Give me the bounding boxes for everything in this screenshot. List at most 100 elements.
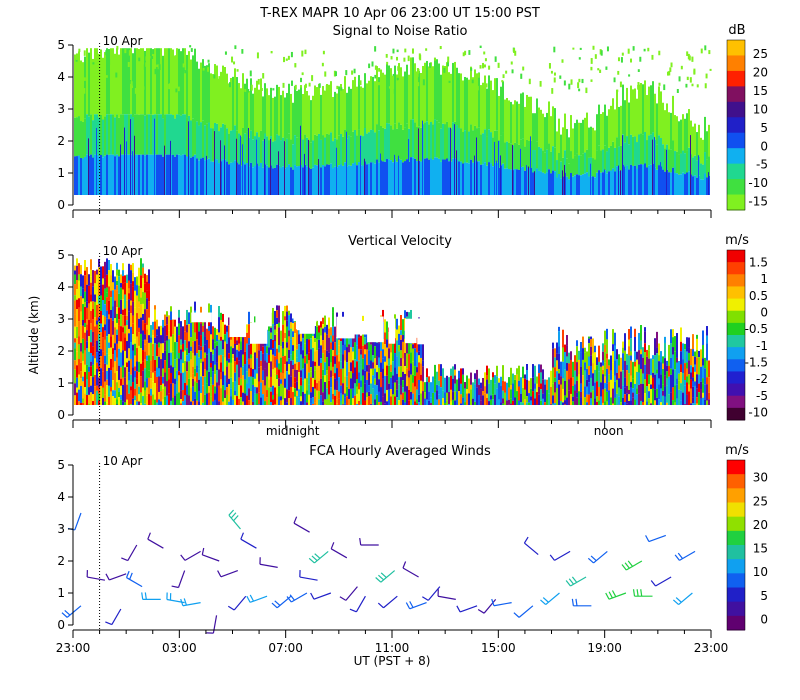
velocity-cell: [376, 356, 378, 366]
snr-cell: [638, 164, 640, 195]
velocity-cell: [318, 339, 320, 349]
velocity-cell: [694, 364, 696, 372]
velocity-cell: [316, 320, 318, 327]
velocity-cell: [158, 368, 160, 377]
velocity-cell: [108, 314, 110, 320]
velocity-cell: [178, 353, 180, 359]
velocity-cell: [284, 305, 286, 317]
velocity-cell: [300, 396, 302, 402]
snr-cell: [98, 156, 100, 195]
velocity-cell: [194, 368, 196, 377]
snr-cell: [596, 114, 598, 151]
velocity-cell: [124, 402, 126, 405]
snr-cell: [340, 164, 342, 195]
velocity-cell: [120, 326, 122, 342]
velocity-cell: [156, 335, 158, 345]
snr-cell: [174, 56, 176, 119]
snr-streak: [654, 137, 655, 195]
snr-speckle: [403, 57, 406, 62]
snr-cell: [212, 128, 214, 162]
velocity-cell: [696, 338, 698, 351]
snr-cell: [254, 165, 256, 195]
snr-cell: [500, 135, 502, 166]
snr-speckle: [620, 57, 623, 63]
snr-speckle: [705, 73, 708, 79]
velocity-cell: [128, 348, 130, 361]
snr-speckle: [411, 48, 414, 54]
velocity-cell: [454, 383, 456, 392]
velocity-cell: [632, 378, 634, 389]
snr-cell: [554, 108, 556, 148]
velocity-cell: [140, 275, 142, 289]
barb-feather: [491, 598, 495, 606]
snr-cell: [376, 66, 378, 125]
velocity-cell: [258, 367, 260, 382]
barb-feather: [549, 554, 555, 561]
velocity-cell: [86, 267, 88, 285]
snr-cell: [278, 86, 280, 136]
velocity-cell: [664, 358, 666, 376]
velocity-cell: [188, 361, 190, 379]
velocity-cell: [152, 321, 154, 330]
snr-cell: [566, 176, 568, 195]
snr-cell: [414, 158, 416, 195]
velocity-cell: [326, 388, 328, 399]
snr-cell: [158, 48, 160, 115]
velocity-cell: [592, 390, 594, 405]
snr-cell: [416, 71, 418, 128]
snr-streak: [304, 153, 305, 195]
snr-cell: [318, 83, 320, 134]
velocity-cell: [452, 378, 454, 392]
velocity-cell: [286, 305, 288, 312]
velocity-cell: [664, 375, 666, 387]
snr-cell: [550, 116, 552, 152]
snr-cell: [200, 62, 202, 123]
velocity-cell: [232, 358, 234, 365]
barb-shaft: [402, 567, 419, 578]
velocity-cell: [640, 354, 642, 369]
velocity-gap: [476, 314, 499, 341]
velocity-cell: [74, 284, 76, 296]
colorbar-label: 10: [753, 565, 768, 579]
velocity-cell: [192, 353, 194, 367]
snr-speckle: [619, 81, 622, 88]
velocity-cell: [630, 375, 632, 383]
velocity-cell: [194, 301, 196, 311]
barb-shaft: [524, 542, 539, 556]
velocity-cell: [206, 383, 208, 394]
snr-cell: [98, 117, 100, 157]
snr-cell: [118, 117, 120, 157]
velocity-cell: [194, 391, 196, 399]
velocity-cell: [158, 326, 160, 343]
velocity-cell: [688, 391, 690, 405]
velocity-cell: [138, 301, 140, 308]
snr-streak: [496, 160, 497, 195]
velocity-cell: [278, 305, 280, 323]
velocity-cell: [508, 399, 510, 405]
velocity-cell: [350, 388, 352, 405]
velocity-cell: [118, 325, 120, 342]
velocity-cell: [360, 349, 362, 355]
velocity-cell: [374, 358, 376, 369]
barb-feather: [523, 536, 529, 544]
velocity-cell: [188, 341, 190, 354]
snr-speckle: [130, 85, 133, 89]
velocity-cell: [90, 301, 92, 311]
snr-cell: [536, 168, 538, 195]
velocity-cell: [326, 357, 328, 371]
velocity-cell: [212, 349, 214, 355]
velocity-cell: [130, 386, 132, 391]
velocity-cell: [404, 373, 406, 392]
velocity-cell: [124, 294, 126, 309]
snr-streak: [620, 170, 621, 195]
velocity-cell: [80, 286, 82, 297]
velocity-cell: [354, 383, 356, 396]
velocity-cell: [74, 360, 76, 370]
y-axis-title: Altitude (km): [27, 296, 41, 375]
velocity-cell: [160, 325, 162, 336]
snr-cell: [210, 128, 212, 162]
velocity-cell: [118, 365, 120, 380]
velocity-cell: [486, 397, 488, 405]
velocity-cell: [494, 394, 496, 405]
